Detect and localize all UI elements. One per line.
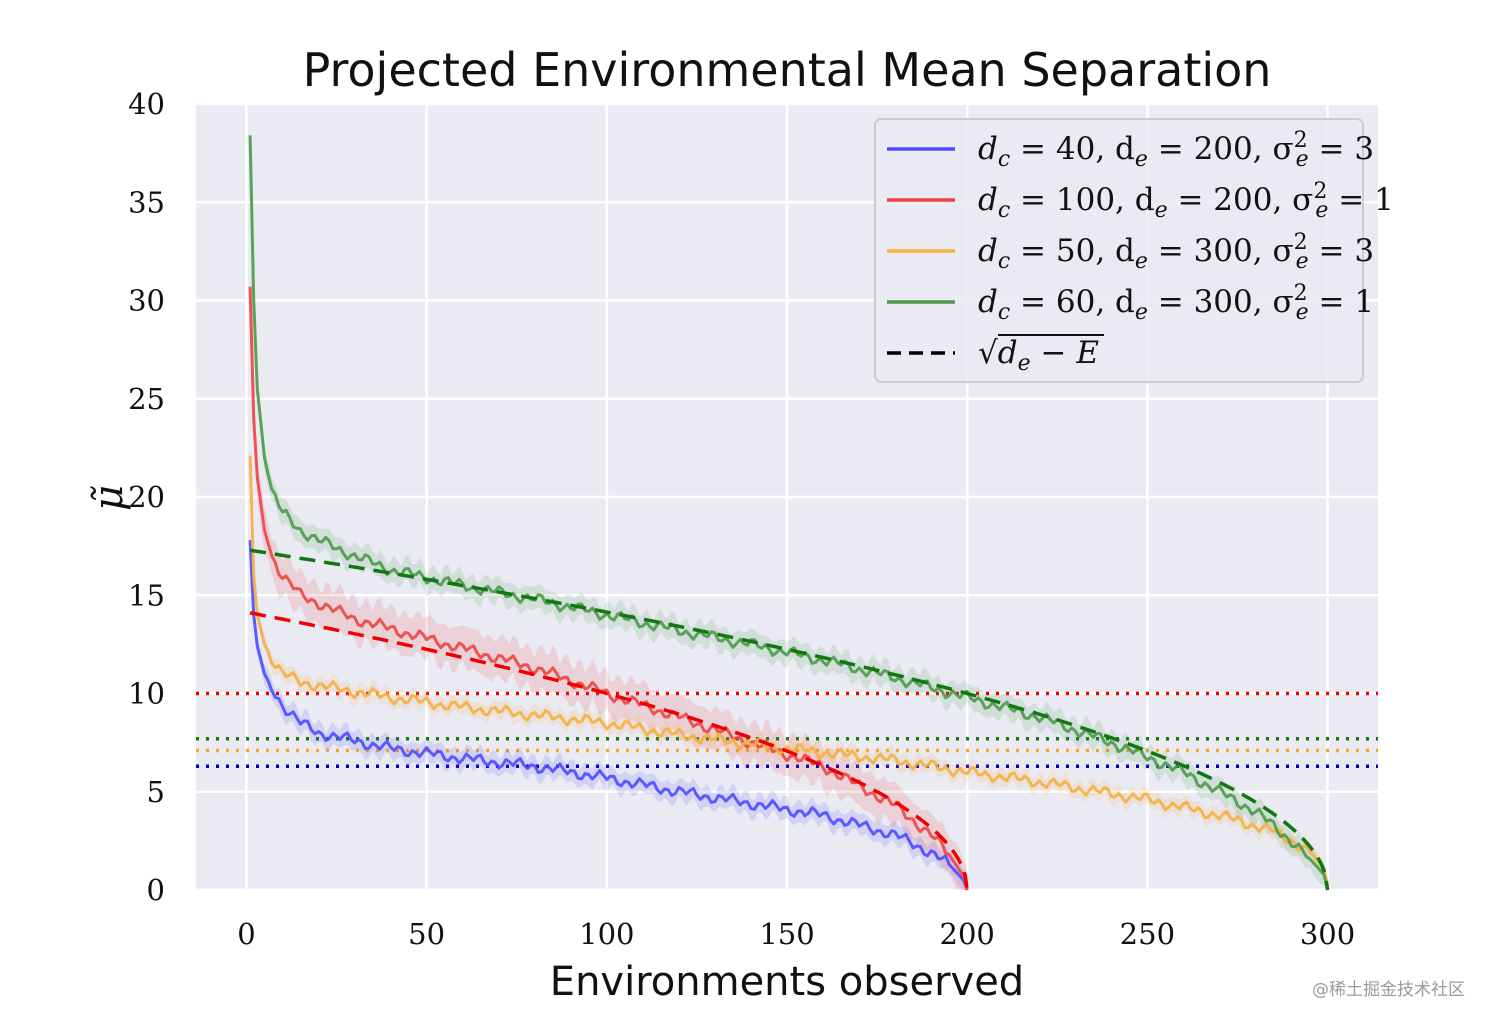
series-band (250, 446, 1328, 890)
series-line (248, 540, 969, 891)
x-tick-label: 0 (237, 917, 255, 951)
x-tick-label: 100 (579, 917, 634, 951)
legend-label: dc = 60, de = 300, σ2 e = 1 (978, 281, 1374, 325)
series-line (248, 455, 1329, 887)
watermark: @稀土掘金技术社区 (1312, 980, 1465, 1000)
legend: dc = 40, de = 200, σ2 e = 3 dc = 100, de =… (874, 118, 1394, 383)
y-tick-label: 15 (128, 578, 165, 612)
legend-box (874, 118, 1364, 383)
y-tick-label: 5 (147, 775, 165, 809)
y-tick-label: 0 (147, 873, 165, 907)
x-tick-label: 250 (1120, 917, 1175, 951)
y-axis-label: μ̃ (86, 485, 132, 511)
y-tick-label: 20 (128, 480, 165, 514)
y-tick-label: 10 (128, 677, 165, 711)
x-tick-labels: 0 50 100 150 200 250 300 (237, 917, 1355, 951)
y-tick-label: 25 (128, 382, 165, 416)
chart-title: Projected Environmental Mean Separation (303, 43, 1272, 97)
x-tick-label: 50 (408, 917, 445, 951)
reference-curve (249, 548, 1330, 891)
x-axis-label: Environments observed (550, 959, 1024, 1005)
legend-label: dc = 100, de = 200, σ2 e = 1 (978, 179, 1394, 223)
y-tick-labels: 0 5 10 15 20 25 30 35 40 (128, 87, 165, 907)
series-line (248, 286, 969, 891)
y-tick-label: 30 (128, 284, 165, 318)
y-tick-label: 40 (128, 87, 165, 121)
confidence-bands (250, 126, 1328, 890)
y-tick-label: 35 (128, 185, 165, 219)
legend-label: dc = 40, de = 200, σ2 e = 3 (978, 128, 1374, 172)
x-tick-label: 200 (940, 917, 995, 951)
x-tick-label: 300 (1300, 917, 1355, 951)
reference-curves (249, 548, 1330, 891)
legend-label: √de − E (978, 335, 1099, 376)
series-band (250, 533, 968, 890)
x-tick-label: 150 (759, 917, 814, 951)
legend-label: dc = 50, de = 300, σ2 e = 3 (978, 230, 1374, 274)
